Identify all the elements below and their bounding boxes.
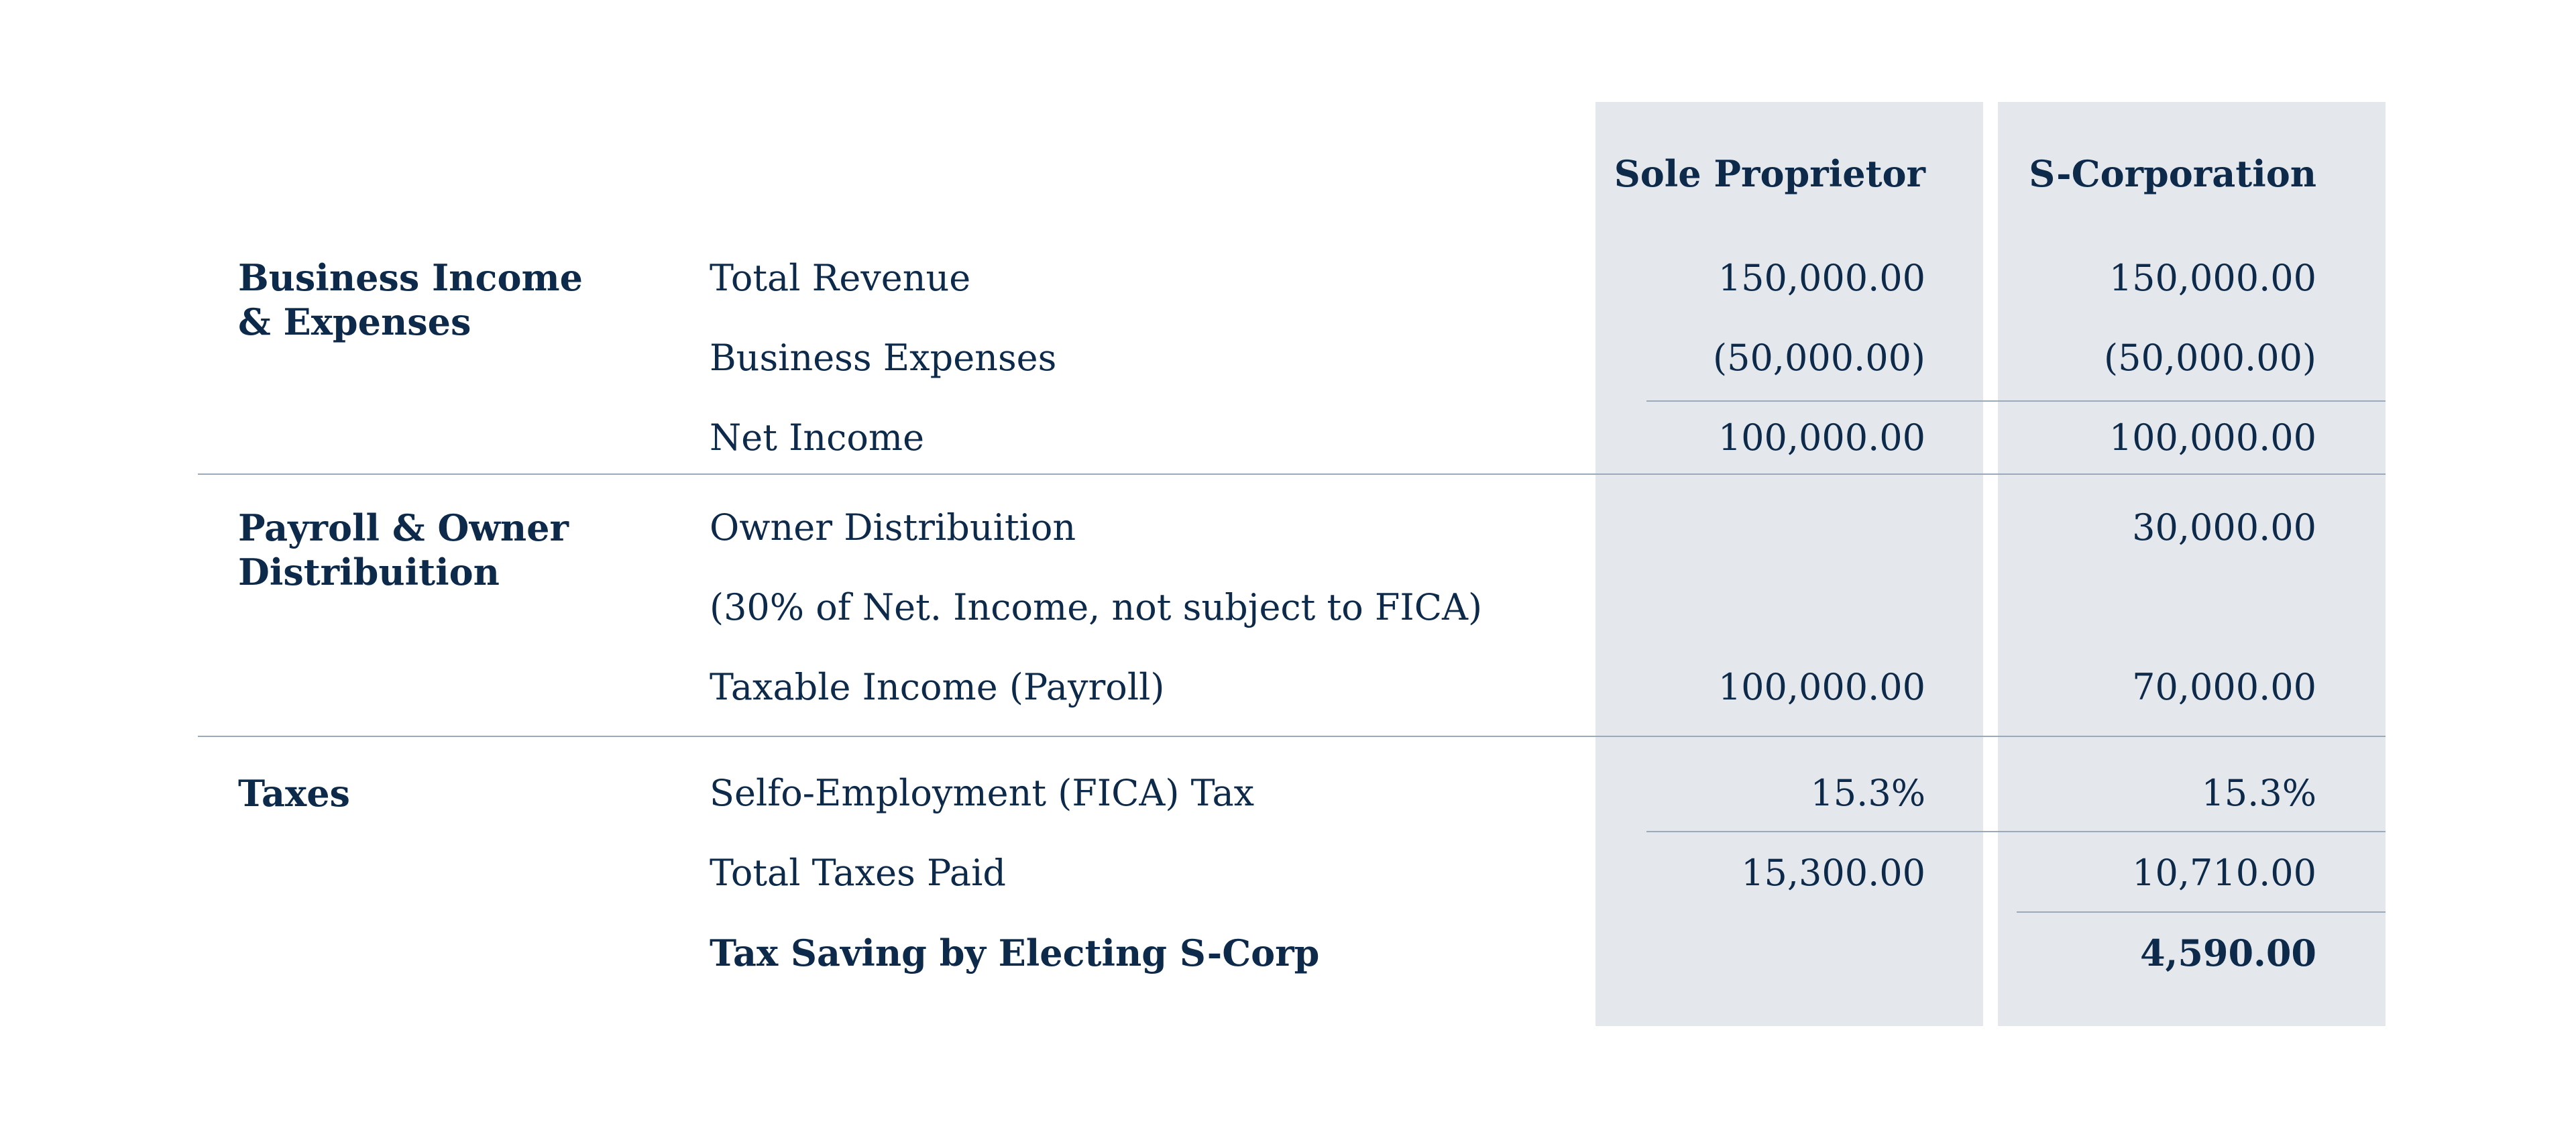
subtotal-rule xyxy=(1646,831,2386,832)
section-divider xyxy=(198,736,2386,737)
cell-sole-net-income: 100,000.00 xyxy=(1718,416,1925,459)
group-title-line: Business Income xyxy=(238,256,583,299)
cell-scorp-business-expenses: (50,000.00) xyxy=(2104,337,2316,379)
group-title-business-income: Business Income & Expenses xyxy=(238,256,583,344)
row-label-distribution-note: (30% of Net. Income, not subject to FICA… xyxy=(710,586,1483,628)
row-label-owner-distribution: Owner Distribuition xyxy=(710,506,1076,549)
cell-sole-total-taxes-paid: 15,300.00 xyxy=(1741,852,1925,894)
row-label-business-expenses: Business Expenses xyxy=(710,337,1057,379)
cell-scorp-net-income: 100,000.00 xyxy=(2109,416,2316,459)
header-s-corporation: S-Corporation xyxy=(2029,152,2316,195)
total-rule xyxy=(2017,911,2386,913)
cell-scorp-taxable-income: 70,000.00 xyxy=(2132,666,2316,708)
row-label-total-revenue: Total Revenue xyxy=(710,257,971,299)
cell-sole-fica-tax: 15.3% xyxy=(1810,772,1925,814)
cell-sole-business-expenses: (50,000.00) xyxy=(1713,337,1925,379)
row-label-total-taxes-paid: Total Taxes Paid xyxy=(710,852,1006,894)
group-title-payroll: Payroll & Owner Distribuition xyxy=(238,506,569,594)
cell-sole-taxable-income: 100,000.00 xyxy=(1718,666,1925,708)
cell-scorp-tax-saving: 4,590.00 xyxy=(2139,932,2316,974)
row-label-fica-tax: Selfo-Employment (FICA) Tax xyxy=(710,772,1255,814)
row-label-tax-saving: Tax Saving by Electing S-Corp xyxy=(710,932,1320,974)
cell-scorp-total-revenue: 150,000.00 xyxy=(2109,257,2316,299)
group-title-line: Payroll & Owner xyxy=(238,506,569,549)
row-label-net-income: Net Income xyxy=(710,416,925,459)
cell-scorp-fica-tax: 15.3% xyxy=(2201,772,2316,814)
cell-sole-total-revenue: 150,000.00 xyxy=(1718,257,1925,299)
s-corporation-column xyxy=(1998,102,2386,1026)
header-sole-proprietor: Sole Proprietor xyxy=(1614,152,1925,195)
subtotal-rule xyxy=(1646,400,2386,402)
cell-scorp-owner-distribution: 30,000.00 xyxy=(2132,506,2316,549)
group-title-line: Distribuition xyxy=(238,551,500,594)
group-title-line: & Expenses xyxy=(238,300,471,343)
group-title-line: Taxes xyxy=(238,772,350,815)
section-divider xyxy=(198,473,2386,475)
cell-scorp-total-taxes-paid: 10,710.00 xyxy=(2132,852,2316,894)
row-label-taxable-income: Taxable Income (Payroll) xyxy=(710,666,1165,708)
group-title-taxes: Taxes xyxy=(238,771,350,815)
sole-proprietor-column xyxy=(1595,102,1983,1026)
